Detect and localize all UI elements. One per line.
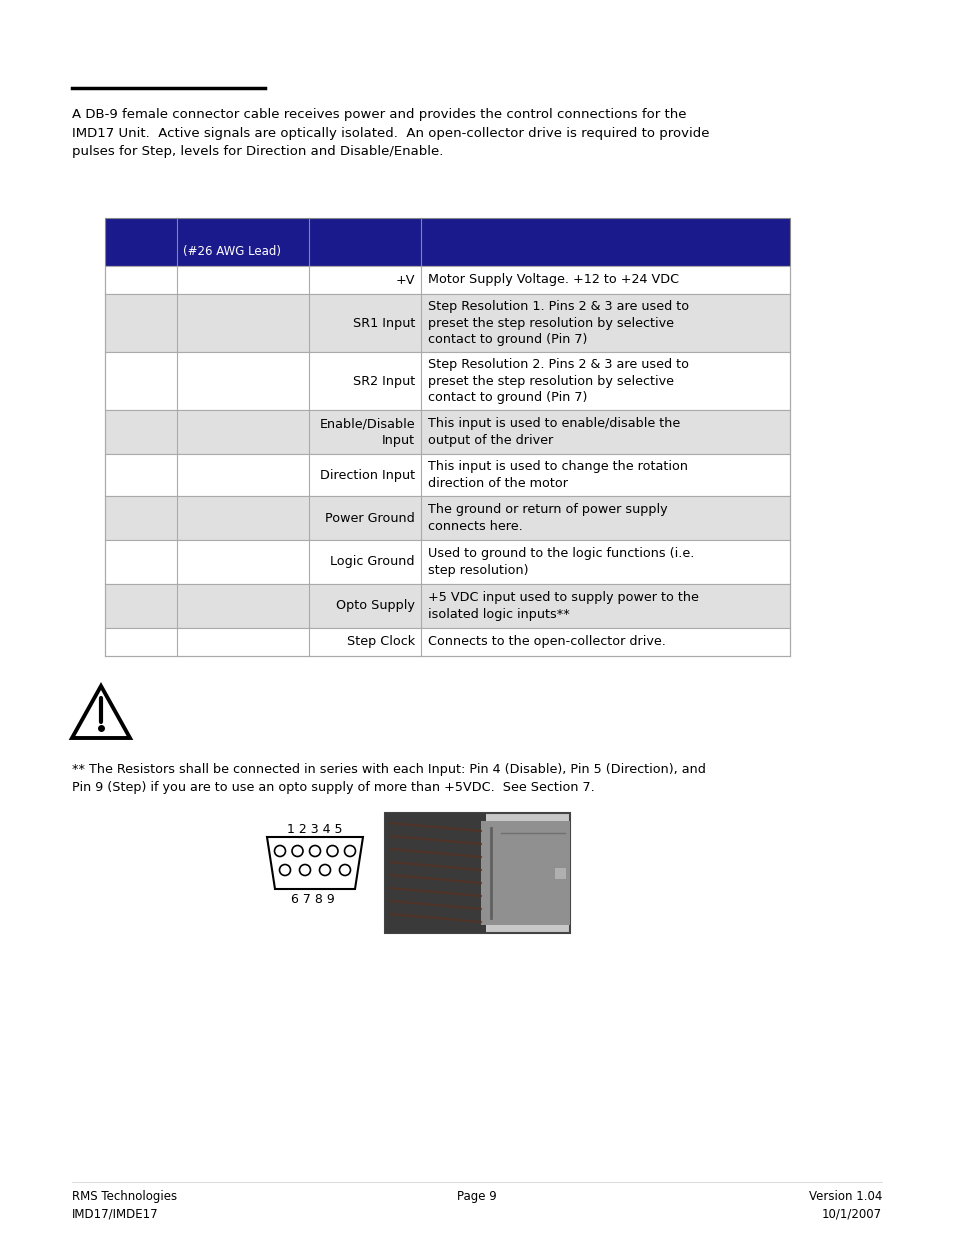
Text: Opto Supply: Opto Supply [335,599,415,613]
Text: Step Resolution 1. Pins 2 & 3 are used to
preset the step resolution by selectiv: Step Resolution 1. Pins 2 & 3 are used t… [428,300,688,346]
Text: Enable/Disable
Input: Enable/Disable Input [319,417,415,447]
Text: Step Clock: Step Clock [347,636,415,648]
Text: SR2 Input: SR2 Input [353,374,415,388]
Bar [105,294,789,352]
Bar [105,584,789,629]
Text: SR1 Input: SR1 Input [353,316,415,330]
Bar [105,540,789,584]
Bar [385,813,569,932]
Bar [105,496,789,540]
Text: Page 9: Page 9 [456,1191,497,1203]
Text: Power Ground: Power Ground [325,511,415,525]
Text: A DB-9 female connector cable receives power and provides the control connection: A DB-9 female connector cable receives p… [71,107,709,158]
Text: +V: +V [395,273,415,287]
Text: RMS Technologies
IMD17/IMDE17: RMS Technologies IMD17/IMDE17 [71,1191,177,1220]
Text: This input is used to change the rotation
direction of the motor: This input is used to change the rotatio… [428,461,687,490]
Bar [105,629,789,656]
Text: Version 1.04
10/1/2007: Version 1.04 10/1/2007 [808,1191,882,1220]
Text: (#26 AWG Lead): (#26 AWG Lead) [183,245,281,258]
Bar [105,352,789,410]
Text: Step Resolution 2. Pins 2 & 3 are used to
preset the step resolution by selectiv: Step Resolution 2. Pins 2 & 3 are used t… [428,358,688,404]
Text: Motor Supply Voltage. +12 to +24 VDC: Motor Supply Voltage. +12 to +24 VDC [428,273,679,287]
Text: Direction Input: Direction Input [319,468,415,482]
Bar [105,266,789,294]
Text: +5 VDC input used to supply power to the
isolated logic inputs**: +5 VDC input used to supply power to the… [428,592,699,621]
Bar [480,821,569,925]
Text: Used to ground to the logic functions (i.e.
step resolution): Used to ground to the logic functions (i… [428,547,694,577]
Text: This input is used to enable/disable the
output of the driver: This input is used to enable/disable the… [428,417,679,447]
Text: ** The Resistors shall be connected in series with each Input: Pin 4 (Disable), : ** The Resistors shall be connected in s… [71,763,705,794]
Bar [105,410,789,454]
Text: 6 7 8 9: 6 7 8 9 [291,893,335,906]
Bar [105,454,789,496]
Text: 1 2 3 4 5: 1 2 3 4 5 [287,823,342,836]
Bar [105,219,789,266]
Text: The ground or return of power supply
connects here.: The ground or return of power supply con… [428,503,667,532]
Bar [385,813,485,932]
Text: Logic Ground: Logic Ground [330,556,415,568]
Text: Connects to the open-collector drive.: Connects to the open-collector drive. [428,636,665,648]
